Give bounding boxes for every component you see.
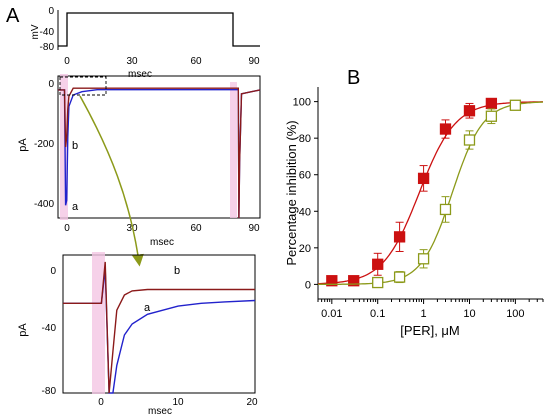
highlight-band (60, 74, 68, 220)
data-point-filled (393, 231, 406, 243)
data-point-open (393, 271, 406, 283)
panel-label-b: B (347, 67, 360, 89)
inh-ytick-label: 0 (305, 279, 311, 291)
protocol-xtick-2: 60 (190, 56, 202, 67)
trace-b (63, 261, 255, 394)
full-xtick-0: 0 (64, 223, 70, 234)
data-point-open (439, 203, 452, 216)
data-point-open (509, 99, 522, 111)
full-ylabel: pA (17, 138, 29, 152)
inh-xtick-label: 100 (506, 308, 524, 320)
data-point-filled (485, 97, 498, 110)
protocol-xtick-0: 0 (64, 56, 70, 67)
data-point-open (372, 276, 384, 289)
data-point-filled (326, 275, 338, 287)
panel-label-a: A (6, 5, 20, 27)
trace-a (58, 89, 261, 219)
full-ytick-2: -400 (34, 199, 54, 210)
protocol-ytick-0: 0 (48, 6, 54, 17)
data-point-filled (463, 105, 476, 117)
currents-full-plot: 0 -200 -400 pA 0 30 60 90 msec b a (17, 74, 261, 267)
inh-xtick-label: 0.01 (321, 308, 342, 320)
zoom-xtick-1: 10 (172, 397, 184, 408)
protocol-trace (58, 12, 260, 47)
zoom-ytick-2: -80 (42, 386, 57, 397)
data-point-open (463, 134, 476, 146)
zoom-ytick-0: 0 (50, 266, 56, 277)
protocol-plot: mV 0 -40 -80 0 30 60 90 msec (30, 6, 260, 80)
zoom-arrow (79, 95, 144, 267)
zoom-ytick-1: -40 (42, 323, 57, 334)
zoom-highlight (92, 252, 105, 394)
full-ytick-0: 0 (48, 79, 54, 90)
protocol-ytick-1: -40 (40, 27, 55, 38)
fit-curve (317, 101, 543, 285)
protocol-ytick-2: -80 (40, 42, 55, 53)
data-point-filled (439, 123, 452, 135)
zoom-xlabel: msec (148, 406, 172, 417)
full-xtick-2: 60 (190, 223, 202, 234)
inh-ytick-label: 60 (299, 170, 311, 182)
full-ytick-1: -200 (34, 139, 54, 150)
inh-ylabel: Percentage inhibition (%) (284, 120, 299, 265)
inh-ytick-label: 20 (299, 243, 311, 255)
inh-ytick-label: 80 (299, 133, 311, 145)
protocol-xtick-1: 30 (126, 56, 138, 67)
full-label-b: b (72, 140, 78, 152)
fit-curve (317, 101, 544, 286)
currents-full-frame (57, 75, 261, 219)
highlight-band-end (230, 82, 237, 218)
inh-xtick-label: 1 (421, 308, 427, 320)
protocol-ylabel: mV (30, 24, 41, 39)
data-point-filled (348, 275, 360, 287)
full-xlabel: msec (150, 237, 174, 248)
full-label-a: a (72, 201, 79, 213)
data-point-open (417, 253, 430, 265)
trace-b (58, 87, 261, 219)
data-point-open (485, 110, 498, 122)
inh-ytick-label: 40 (299, 206, 311, 218)
inh-ytick-label: 100 (293, 97, 311, 109)
currents-zoom-frame (62, 254, 256, 394)
zoom-label-b: b (174, 265, 180, 277)
zoom-region-box (59, 76, 107, 96)
currents-zoom-plot: 0 -40 -80 pA 0 10 20 msec b a (17, 252, 258, 417)
inhibition-plot: Percentage inhibition (%) [PER], μM 0 20 4… (284, 87, 544, 338)
zoom-label-a: a (144, 302, 151, 314)
protocol-xtick-3: 90 (248, 56, 260, 67)
inh-xtick-label: 0.1 (370, 308, 385, 320)
data-point-filled (372, 258, 384, 270)
inh-xlabel: [PER], μM (400, 323, 460, 338)
zoom-ylabel: pA (17, 323, 29, 337)
zoom-xtick-2: 20 (246, 397, 258, 408)
data-point-filled (417, 172, 430, 185)
protocol-xlabel: msec (128, 69, 152, 80)
full-xtick-3: 90 (248, 223, 260, 234)
inh-xtick-label: 10 (463, 308, 475, 320)
zoom-xtick-0: 0 (98, 397, 104, 408)
trace-a (63, 268, 256, 394)
